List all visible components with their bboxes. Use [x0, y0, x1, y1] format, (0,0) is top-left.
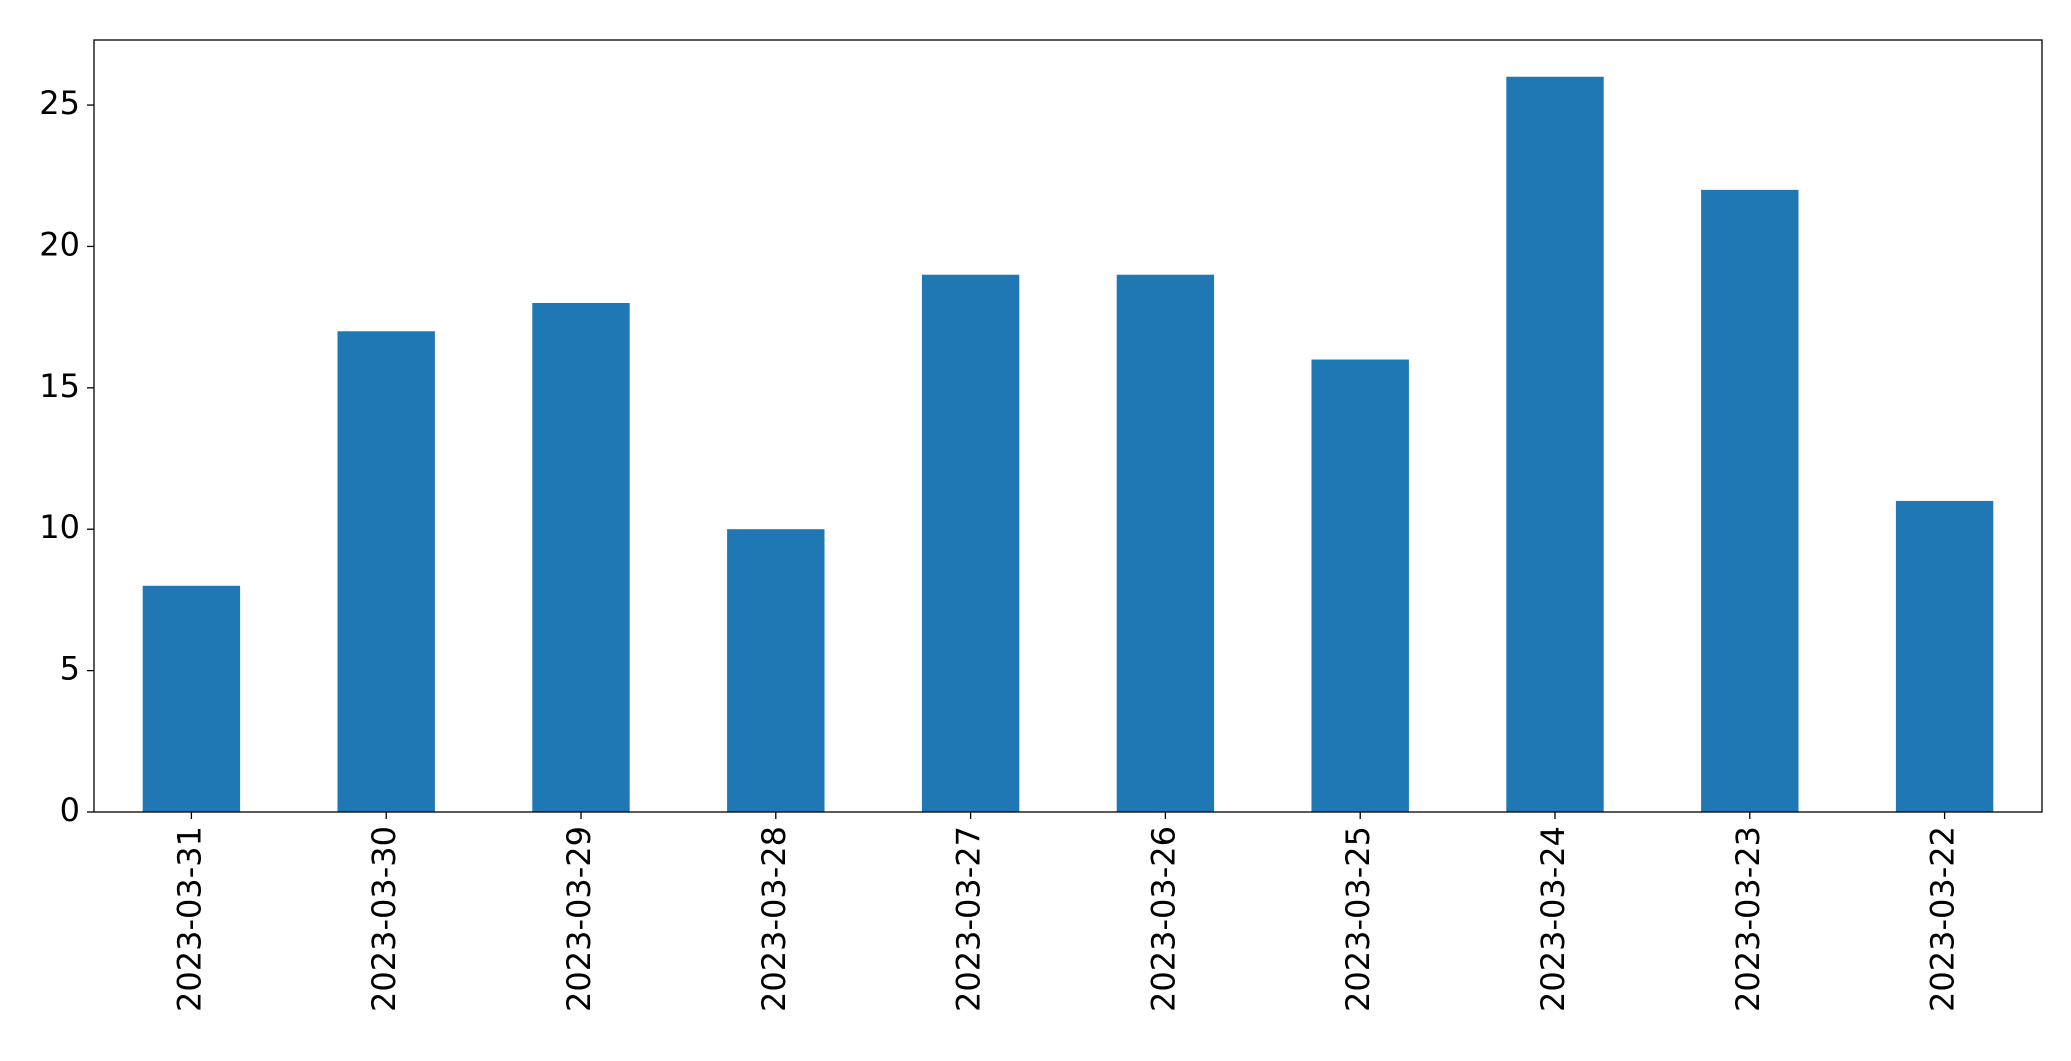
bar: [1506, 76, 1604, 812]
x-tick-label: 2023-03-29: [560, 826, 598, 1012]
x-tick-label: 2023-03-26: [1144, 826, 1182, 1012]
x-tick-label: 2023-03-25: [1339, 826, 1377, 1012]
y-tick-label: 5: [60, 650, 80, 688]
x-tick-label: 2023-03-27: [950, 826, 988, 1012]
x-tick-label: 2023-03-28: [755, 826, 793, 1012]
x-tick-label: 2023-03-31: [170, 826, 208, 1012]
y-tick-label: 15: [39, 367, 80, 405]
axes-frame: [93, 39, 2043, 813]
x-tick-label: 2023-03-24: [1534, 826, 1572, 1012]
x-tick-label: 2023-03-22: [1924, 826, 1962, 1012]
x-tick-label: 2023-03-23: [1729, 826, 1767, 1012]
x-tick-label: 2023-03-30: [365, 826, 403, 1012]
bar: [921, 274, 1020, 812]
bar: [142, 585, 241, 812]
y-tick-label: 10: [39, 508, 80, 546]
bar: [727, 529, 825, 812]
bar: [1116, 274, 1215, 812]
y-tick-label: 25: [39, 84, 80, 122]
bar: [1895, 500, 1994, 812]
bar: [1311, 359, 1409, 812]
y-tick-label: 20: [39, 225, 80, 263]
bar: [337, 331, 435, 812]
bar: [1701, 189, 1799, 812]
bar: [532, 302, 630, 812]
y-tick-label: 0: [60, 791, 80, 829]
